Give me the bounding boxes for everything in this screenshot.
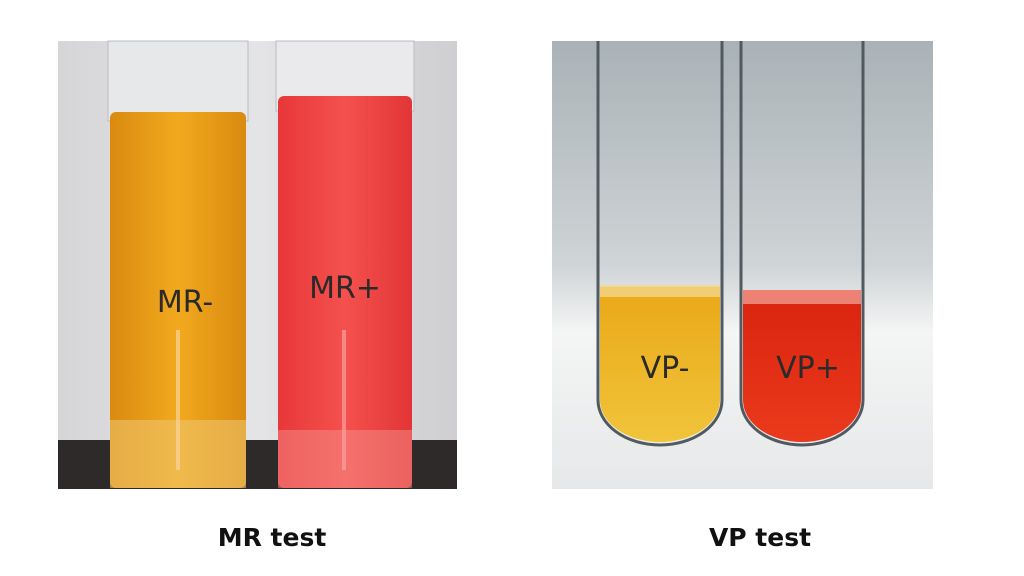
- vp-photo: VP- VP+: [552, 41, 933, 489]
- tube-label: MR-: [157, 285, 213, 320]
- caption: VP test: [709, 523, 811, 552]
- caption: MR test: [218, 523, 327, 552]
- tube-label: VP-: [641, 351, 690, 386]
- mr-photo: MR- MR+: [58, 40, 457, 489]
- tube-label: VP+: [776, 351, 840, 386]
- tube-label: MR+: [309, 271, 381, 306]
